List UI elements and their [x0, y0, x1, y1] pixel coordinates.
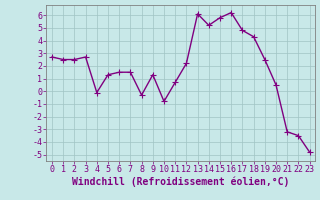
X-axis label: Windchill (Refroidissement éolien,°C): Windchill (Refroidissement éolien,°C) [72, 177, 290, 187]
